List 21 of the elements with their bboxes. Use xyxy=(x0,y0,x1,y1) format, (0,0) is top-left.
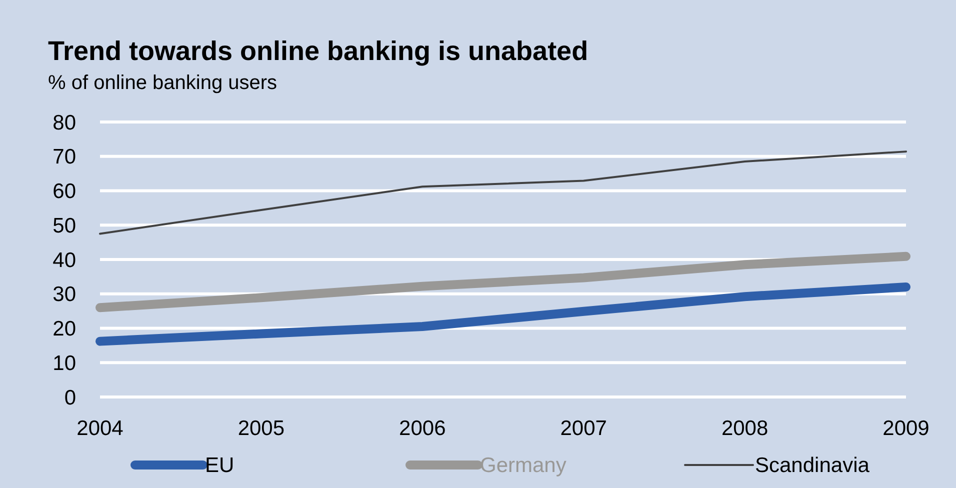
y-tick-label: 30 xyxy=(52,283,76,306)
y-tick-label: 20 xyxy=(52,318,76,341)
y-tick-label: 70 xyxy=(52,146,76,169)
x-tick-label: 2004 xyxy=(76,417,124,440)
y-tick-label: 40 xyxy=(52,248,76,272)
x-tick-label: 2009 xyxy=(882,417,930,440)
legend-label: Germany xyxy=(480,454,567,477)
legend-label: EU xyxy=(205,454,234,477)
chart-title: Trend towards online banking is unabated xyxy=(48,36,588,66)
y-tick-label: 10 xyxy=(52,352,76,375)
x-tick-label: 2006 xyxy=(399,417,446,440)
legend-label: Scandinavia xyxy=(755,454,870,477)
x-tick-label: 2007 xyxy=(560,417,607,440)
y-tick-label: 50 xyxy=(52,214,76,238)
y-tick-label: 60 xyxy=(52,180,76,204)
x-tick-label: 2008 xyxy=(721,417,768,440)
y-tick-label: 80 xyxy=(52,111,76,134)
chart-subtitle: % of online banking users xyxy=(48,72,278,94)
x-tick-label: 2005 xyxy=(238,417,285,440)
line-series xyxy=(99,150,907,235)
y-tick-label: 0 xyxy=(64,386,76,410)
